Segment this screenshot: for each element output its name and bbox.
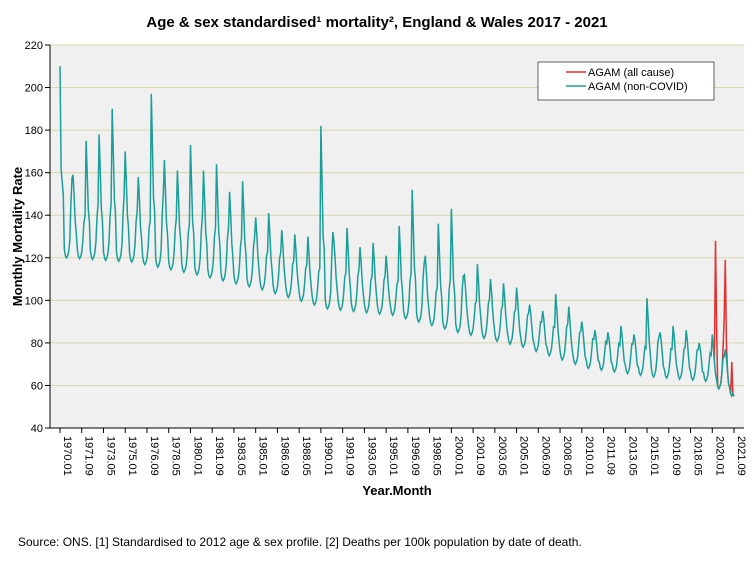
x-tick-label: 1991.09 xyxy=(344,436,356,476)
gridlines xyxy=(50,44,744,386)
y-tick-label: 200 xyxy=(25,83,43,95)
y-tick-label: 60 xyxy=(31,380,43,392)
x-tick-label: 1993.05 xyxy=(365,436,377,476)
x-axis-ticks: 1970.01 1971.09 1973.05 1975.01 1976.09 1978.… xyxy=(59,428,747,476)
x-tick-label: 1980.01 xyxy=(191,436,203,476)
x-tick-label: 2003.05 xyxy=(496,436,508,476)
x-tick-label: 2005.01 xyxy=(518,436,530,476)
y-tick-label: 220 xyxy=(25,40,43,52)
x-tick-label: 1986.09 xyxy=(278,436,290,476)
y-tick-label: 140 xyxy=(25,210,43,222)
y-tick-label: 40 xyxy=(31,423,43,435)
y-tick-label: 160 xyxy=(25,168,43,180)
y-tick-label: 120 xyxy=(25,253,43,265)
source-note: Source: ONS. [1] Standardised to 2012 ag… xyxy=(18,535,582,549)
legend-label-non-covid: AGAM (non-COVID) xyxy=(588,81,688,93)
x-tick-label: 1988.05 xyxy=(300,436,312,476)
series-line-non-covid xyxy=(59,66,735,398)
y-tick-label: 100 xyxy=(25,295,43,307)
x-tick-label: 2010.01 xyxy=(583,436,595,476)
x-tick-label: 2020.01 xyxy=(713,436,725,476)
x-tick-label: 1996.09 xyxy=(409,436,421,476)
x-tick-label: 1975.01 xyxy=(126,436,138,476)
x-tick-label: 2001.09 xyxy=(474,436,486,476)
legend-label-all-cause: AGAM (all cause) xyxy=(588,67,674,79)
x-tick-label: 2006.09 xyxy=(539,436,551,476)
legend-box xyxy=(537,61,715,101)
x-axis-title: Year.Month xyxy=(362,483,431,498)
x-tick-label: 1981.09 xyxy=(213,436,225,476)
x-tick-label: 2018.05 xyxy=(692,436,704,476)
x-tick-label: 1998.05 xyxy=(431,436,443,476)
x-tick-label: 2015.01 xyxy=(648,436,660,476)
x-tick-label: 1995.01 xyxy=(387,436,399,476)
y-tick-label: 180 xyxy=(25,125,43,137)
x-tick-label: 1976.09 xyxy=(148,436,160,476)
axes xyxy=(49,45,744,429)
x-tick-label: 1971.09 xyxy=(83,436,95,476)
y-tick-label: 80 xyxy=(31,338,43,350)
y-axis-title: Monthly Mortality Rate xyxy=(10,167,25,306)
chart-title: Age & sex standardised¹ mortality², Engl… xyxy=(146,14,608,31)
plot-area xyxy=(50,45,744,428)
x-tick-label: 1978.05 xyxy=(170,436,182,476)
x-tick-label: 1983.05 xyxy=(235,436,247,476)
x-tick-label: 1973.05 xyxy=(104,436,116,476)
x-tick-label: 2016.09 xyxy=(670,436,682,476)
x-tick-label: 2021.09 xyxy=(735,436,747,476)
legend: AGAM (all cause) AGAM (non-COVID) xyxy=(537,61,715,101)
x-tick-label: 1985.01 xyxy=(257,436,269,476)
x-tick-label: 2008.05 xyxy=(561,436,573,476)
x-tick-label: 2013.05 xyxy=(626,436,638,476)
x-tick-label: 1970.01 xyxy=(61,436,73,476)
x-tick-label: 1990.01 xyxy=(322,436,334,476)
x-tick-label: 2000.01 xyxy=(452,436,464,476)
x-tick-label: 2011.09 xyxy=(605,436,617,475)
series xyxy=(59,66,735,398)
y-axis-ticks: 40 60 80 100 120 140 160 180 200 220 xyxy=(25,40,50,435)
